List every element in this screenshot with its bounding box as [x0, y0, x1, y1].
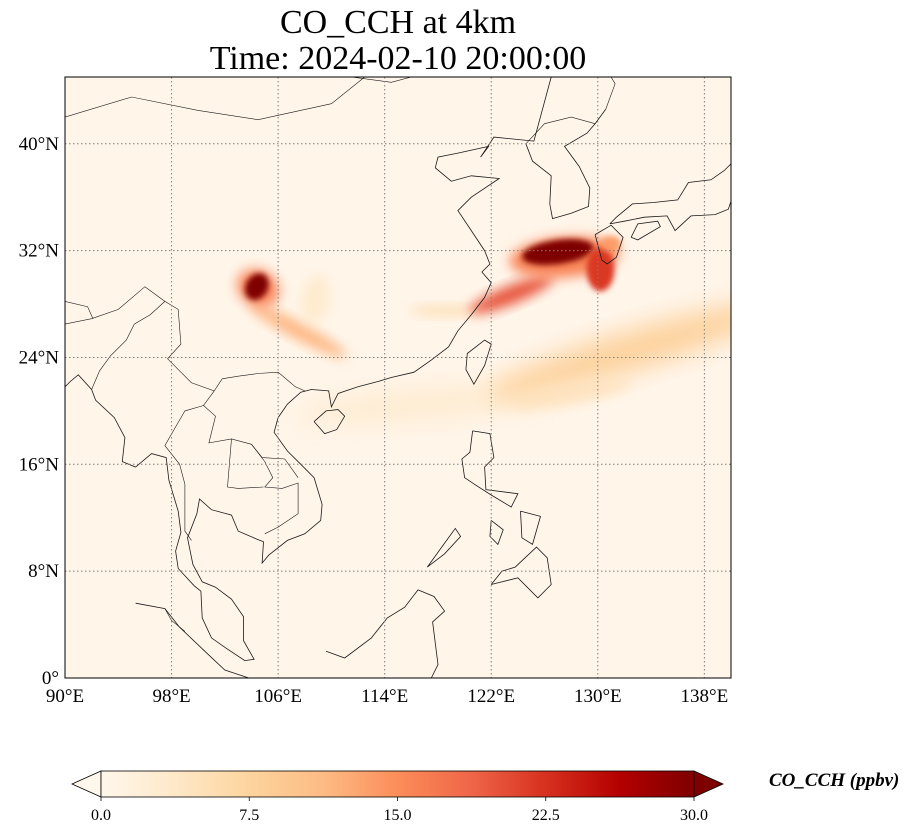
plume-kj-core: [522, 239, 594, 265]
colorbar-tick-label: 7.5: [239, 807, 259, 824]
coastline-segment: [325, 589, 446, 678]
country-border: [605, 77, 616, 110]
country-border: [65, 77, 365, 121]
plume-kyushu-north: [601, 235, 622, 252]
map-frame: [64, 76, 732, 679]
country-border: [164, 405, 204, 541]
colorbar-gradient: [100, 770, 695, 798]
plume-sichuan-core: [244, 273, 269, 300]
graticule: [65, 77, 731, 678]
colorbar-label: CO_CCH (ppbv): [769, 770, 900, 791]
colorbar: 0.0 7.5 15.0 22.5 30.0: [71, 770, 724, 824]
latitude-tick-label: 24°N: [19, 347, 60, 368]
plume-sichuan-streak-weak: [300, 275, 330, 325]
latitude-tick-label: 0°: [42, 668, 59, 689]
country-border: [91, 301, 166, 390]
longitude-tick-label: 122°E: [467, 686, 515, 707]
coastline-segment: [313, 409, 346, 435]
latitude-tick-label: 32°N: [19, 241, 60, 262]
longitude-tick-label: 90°E: [46, 686, 84, 707]
coastline-segment: [520, 510, 541, 546]
colorbar-tick-label: 15.0: [384, 807, 412, 824]
coastline-segment: [609, 163, 731, 232]
country-border: [351, 77, 412, 83]
country-border: [65, 286, 166, 325]
coastlines: [65, 77, 731, 678]
map-title: CO_CCH at 4km: [279, 4, 517, 41]
latitude-tick-label: 8°N: [28, 561, 59, 582]
country-border: [203, 390, 299, 535]
plume-shanghai-streak: [409, 305, 480, 316]
coastline-segment: [594, 224, 624, 265]
latitude-axis: 0° 8°N 16°N 24°N 32°N 40°N: [19, 134, 60, 689]
map-background: [65, 77, 731, 678]
colorbar-tick-label: 22.5: [532, 807, 560, 824]
country-border: [65, 301, 94, 319]
country-border: [464, 77, 465, 78]
plume-kyushu: [586, 247, 615, 292]
map-subtitle: Time: 2024-02-10 20:00:00: [209, 40, 587, 77]
plume-ecs-tongue: [469, 275, 554, 314]
latitude-tick-label: 16°N: [19, 454, 60, 475]
plume-sichuan-streak: [249, 303, 347, 358]
longitude-tick-label: 114°E: [361, 686, 408, 707]
country-border: [227, 438, 264, 489]
plume-pacific-band-lower: [512, 379, 631, 408]
colorbar-max-extend: [693, 770, 724, 798]
plot-area: [65, 77, 731, 678]
co-concentration-field: [237, 235, 731, 424]
colorbar-tick-label: 0.0: [91, 807, 111, 824]
coastline-segment: [426, 527, 462, 568]
latitude-tick-label: 40°N: [19, 134, 60, 155]
coastline-segment: [461, 430, 519, 508]
coastline-segment: [65, 77, 552, 662]
colorbar-min-extend: [71, 770, 102, 798]
longitude-tick-label: 138°E: [681, 686, 729, 707]
longitude-tick-label: 130°E: [574, 686, 622, 707]
country-border: [251, 444, 299, 478]
country-border: [164, 301, 305, 392]
longitude-axis: 90°E 98°E 106°E 114°E 122°E 130°E 138°E: [46, 686, 728, 707]
longitude-tick-label: 98°E: [152, 686, 190, 707]
coastline-segment: [490, 546, 552, 599]
coastline-segment: [135, 602, 249, 678]
coastline-segment: [465, 339, 492, 386]
colorbar-ticks: 0.0 7.5 15.0 22.5 30.0: [91, 797, 708, 824]
plume-pacific-band: [487, 302, 731, 399]
coastline-segment: [630, 220, 661, 241]
country-border: [164, 608, 186, 632]
coastline-segment: [489, 520, 504, 546]
longitude-tick-label: 106°E: [254, 686, 302, 707]
coastline-segment: [525, 108, 607, 220]
country-border: [525, 116, 596, 145]
colorbar-tick-label: 30.0: [680, 807, 708, 824]
